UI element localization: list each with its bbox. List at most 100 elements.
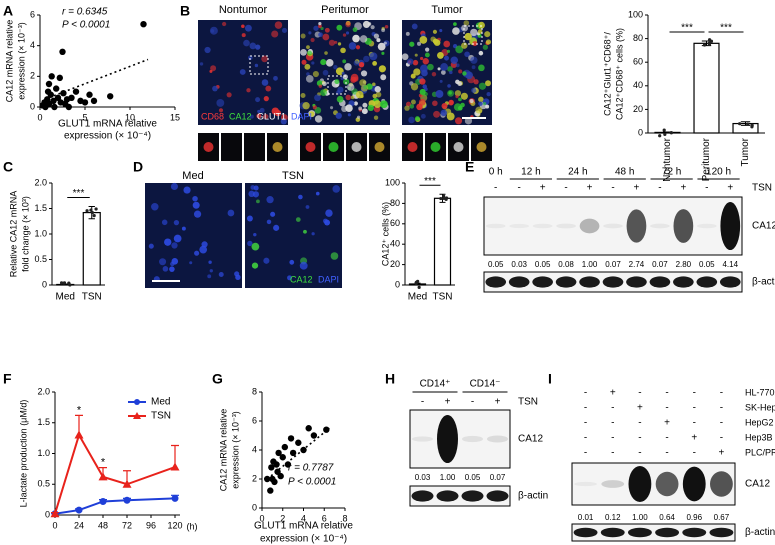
cell [463,20,470,26]
cell [246,215,253,222]
cell [352,27,358,33]
cell [192,201,200,209]
cell [265,85,272,92]
quant-label: 0.07 [605,260,621,269]
cell [446,49,451,53]
cell [273,75,278,81]
sign: - [665,448,668,459]
cell [320,59,327,66]
cell [353,101,358,106]
y-tick-label: 6 [30,9,35,19]
legend-label: TSN [151,411,171,422]
cell [334,79,340,85]
dot [439,196,443,201]
cell [435,89,444,98]
point [51,103,58,111]
point [287,435,295,442]
cell-line-label: SK-Hep-1 [745,402,775,412]
cell [461,42,468,49]
actin-band [600,527,625,538]
actin-band [719,276,741,288]
cell [458,97,462,102]
cell [427,63,434,71]
cell [432,29,438,34]
point [295,439,302,446]
sign: - [421,397,424,408]
dot [750,125,754,129]
cell [478,96,484,103]
x-tick-label: 5 [82,112,87,122]
x-tick-label: Peritumor [701,137,712,181]
sign: - [584,418,587,429]
quant-label: 0.96 [686,513,702,522]
cell [173,234,182,243]
x-tick-label: 15 [170,112,180,122]
cell [410,99,416,105]
marker [123,496,131,504]
blot-membrane [409,409,511,469]
cell [325,59,334,67]
quant-label: 0.07 [652,260,668,269]
y-tick-label: 80 [633,33,643,43]
cell [312,70,319,78]
cell [274,21,283,29]
sign: + [495,397,501,408]
significance: *** [720,23,732,34]
x-tick-label: Tumor [740,137,751,166]
point [81,99,89,106]
cell [380,100,388,109]
channel-label: CD68 [201,111,224,121]
cell [241,33,246,38]
cell [485,80,491,87]
y-tick-label: 6 [252,415,257,425]
time-label: 0 h [489,167,503,178]
point [281,443,289,451]
actin-band [709,527,734,538]
cell [337,86,344,93]
x-tick-label: 0 [52,520,57,530]
dot [85,209,89,213]
x-tick-label: 48 [98,520,108,530]
cell [409,104,415,109]
panel-letter: I [548,371,552,387]
dot [94,207,98,211]
cell [464,117,473,125]
cell [249,114,254,119]
cell [413,68,421,76]
panel-letter: C [3,159,13,175]
channel-label: DAPI [318,274,339,284]
actin-band [627,527,652,538]
cell [478,50,484,56]
point [267,487,274,494]
cell [465,71,473,80]
cell [361,108,368,115]
cell [409,41,415,47]
cell [358,106,363,111]
cell [336,24,343,31]
cell [271,30,279,38]
y-tick-label: 2.0 [37,386,50,396]
dot [702,43,707,47]
x-axis-label: (h) [187,521,198,531]
cell [455,45,464,54]
dot [662,128,666,132]
x-axis-label: GLUT1 mRNA relative [58,119,157,130]
quant-label: 0.07 [490,473,506,482]
actin-band [626,276,647,288]
sign: - [638,448,641,459]
dot [92,214,96,218]
band [437,414,458,464]
cell [450,56,459,64]
y-tick-label: 0.5 [34,254,47,264]
panel-letter: A [3,3,13,19]
cell [266,219,272,225]
sign: + [610,388,616,399]
band [710,471,733,497]
cell [348,42,357,50]
cell [259,107,265,113]
dot [658,134,662,138]
legend-marker [134,399,140,405]
thumbnail-cell [476,142,487,152]
quant-label: 0.12 [605,513,621,522]
dot [669,131,674,135]
